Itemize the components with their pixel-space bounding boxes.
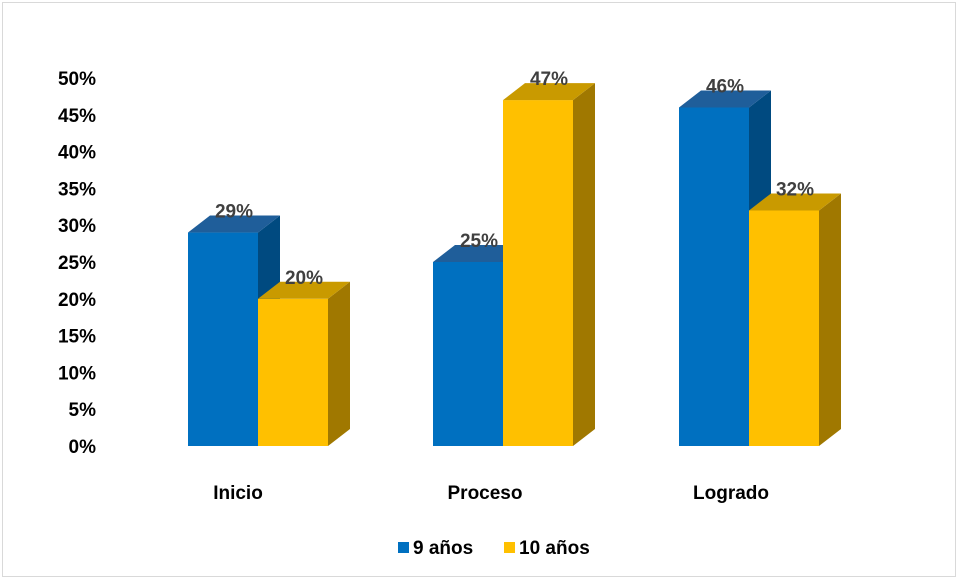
- chart-plot: 0% 5% 10% 15% 20% 25% 30% 35% 40% 45% 50% 29% 20% 25%…: [58, 69, 841, 559]
- y-tick-label: 25%: [58, 253, 96, 274]
- legend-label: 10 años: [519, 538, 590, 559]
- bar: [503, 100, 573, 446]
- y-tick-label: 30%: [58, 216, 96, 237]
- category-label: Proceso: [448, 483, 523, 504]
- bar-top: [679, 90, 771, 108]
- y-tick-label: 15%: [58, 327, 96, 348]
- category-label: Logrado: [693, 483, 769, 504]
- bar: [433, 262, 503, 446]
- legend-swatch: [504, 542, 515, 553]
- bar-top: [749, 193, 841, 211]
- y-tick-label: 35%: [58, 179, 96, 200]
- y-tick-label: 0%: [69, 437, 97, 458]
- data-label: 20%: [285, 268, 323, 289]
- data-label: 29%: [215, 202, 253, 223]
- bar: [258, 298, 328, 446]
- bar-top: [503, 83, 595, 101]
- data-label: 46%: [706, 76, 744, 97]
- data-label: 32%: [776, 179, 814, 200]
- legend-swatch: [398, 542, 409, 553]
- bar: [749, 210, 819, 446]
- bar-side: [573, 83, 595, 446]
- bar-top: [188, 215, 280, 233]
- y-tick-label: 5%: [69, 400, 97, 421]
- bar-side: [819, 193, 841, 446]
- y-tick-label: 10%: [58, 363, 96, 384]
- data-label: 47%: [530, 69, 568, 90]
- y-tick-label: 40%: [58, 143, 96, 164]
- bar-side: [328, 281, 350, 446]
- bar: [188, 232, 258, 446]
- bar: [679, 107, 749, 446]
- y-tick-label: 50%: [58, 69, 96, 90]
- y-tick-label: 20%: [58, 290, 96, 311]
- y-tick-label: 45%: [58, 106, 96, 127]
- bar-top: [258, 281, 350, 299]
- legend-label: 9 años: [413, 538, 473, 559]
- category-label: Inicio: [213, 483, 263, 504]
- bar-top: [433, 245, 525, 262]
- data-label: 25%: [460, 231, 498, 252]
